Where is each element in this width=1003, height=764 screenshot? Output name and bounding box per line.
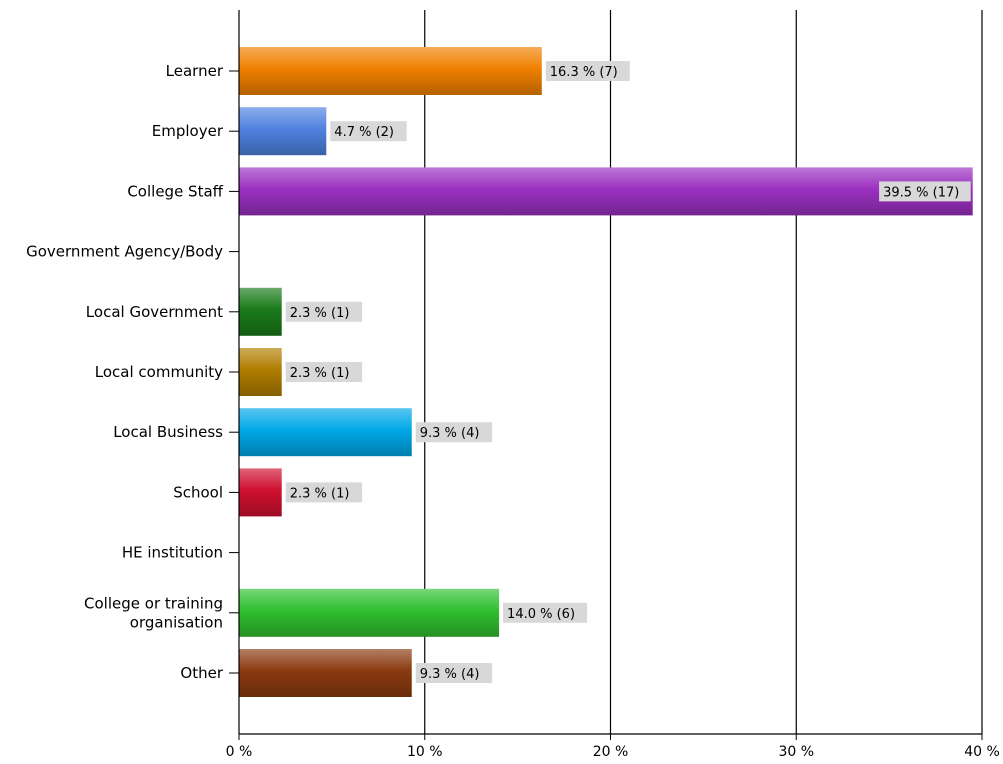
x-tick-labels: 0 % 10 % 20 % 30 % 40 % — [226, 744, 1000, 760]
x-tick-label: 40 % — [964, 744, 1000, 760]
bar — [239, 588, 500, 637]
data-label: 2.3 % (1) — [290, 366, 350, 381]
data-label-box — [415, 663, 493, 683]
bar — [239, 408, 412, 457]
x-tick-label: 30 % — [778, 744, 814, 760]
bar — [239, 47, 542, 95]
data-label-box — [285, 301, 363, 322]
bars — [239, 47, 973, 697]
category-label: College or training organisation — [84, 594, 223, 631]
bar — [239, 348, 282, 396]
category-label: HE institution — [122, 544, 223, 562]
category-label: Local Business — [113, 423, 223, 441]
category-label: School — [173, 483, 223, 501]
data-label-box — [285, 482, 363, 503]
data-label: 9.3 % (4) — [420, 426, 480, 441]
category-label: Other — [180, 664, 223, 682]
category-label: Employer — [152, 122, 224, 140]
x-tick-label: 0 % — [226, 744, 253, 760]
data-label-box — [879, 181, 971, 202]
category-label: Local Government — [86, 303, 223, 321]
bar — [239, 287, 282, 336]
bar — [239, 107, 327, 156]
bar — [239, 167, 973, 216]
data-label: 14.0 % (6) — [507, 607, 575, 622]
x-tick-label: 20 % — [593, 744, 629, 760]
category-labels: Learner Employer College Staff Government A… — [26, 62, 224, 682]
category-label: College Staff — [127, 182, 223, 200]
data-label: 4.7 % (2) — [334, 125, 394, 140]
category-label: Government Agency/Body — [26, 243, 223, 261]
data-label-box — [503, 602, 588, 623]
bar — [239, 649, 412, 697]
data-label-box — [415, 422, 493, 443]
data-label: 9.3 % (4) — [420, 667, 480, 682]
bar — [239, 468, 282, 517]
gridlines — [424, 10, 983, 734]
data-label-box — [285, 362, 363, 382]
category-label: Local community — [95, 363, 223, 381]
data-label-box — [545, 61, 630, 81]
axes — [229, 10, 983, 740]
category-label: Learner — [166, 62, 224, 80]
data-label: 2.3 % (1) — [290, 486, 350, 501]
x-tick-label: 10 % — [407, 744, 443, 760]
data-label-box — [330, 121, 407, 142]
data-label: 16.3 % (7) — [550, 65, 618, 80]
data-labels: 16.3 % (7) 4.7 % (2) 39.5 % (17) 2.3 % (1) 2… — [285, 61, 971, 683]
data-label: 2.3 % (1) — [290, 306, 350, 321]
data-label: 39.5 % (17) — [883, 185, 959, 200]
